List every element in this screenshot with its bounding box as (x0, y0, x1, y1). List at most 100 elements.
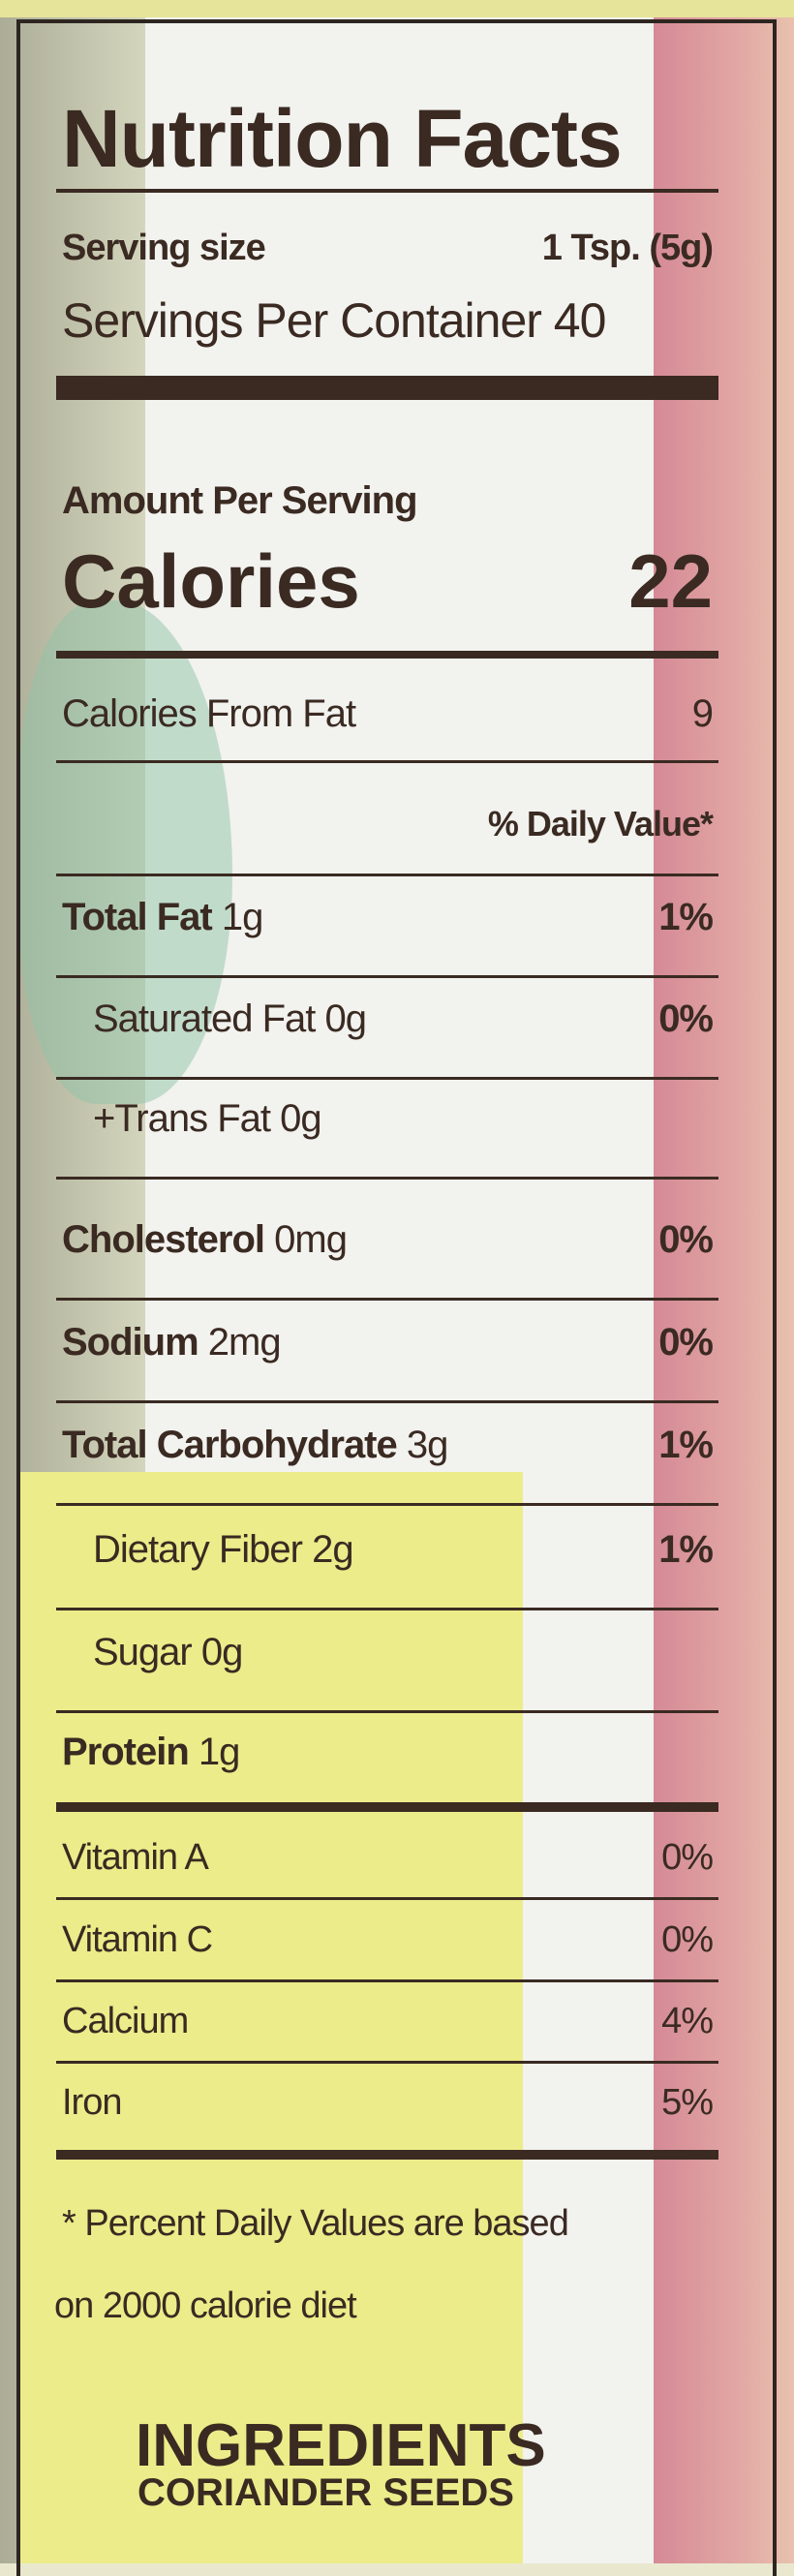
nutrient-amount: 3g (406, 1424, 448, 1466)
nutrient-amount: 0mg (274, 1218, 348, 1261)
divider (56, 1177, 718, 1180)
nutrient-row: Total Fat 1g 1% (62, 896, 714, 939)
nutrient-amount: 1g (221, 896, 263, 938)
nutrient-name: Total Fat (62, 896, 213, 938)
divider (56, 1608, 718, 1610)
nutrient-amount: 0g (324, 997, 367, 1040)
vitamin-name: Iron (62, 2082, 122, 2123)
divider (56, 1077, 718, 1080)
vitamin-row: Vitamin A 0% (62, 1837, 714, 1879)
nutrition-label-border (16, 19, 777, 2576)
nutrient-row: Total Carbohydrate 3g 1% (62, 1424, 714, 1467)
nutrient-name-amount: Cholesterol 0mg (62, 1218, 348, 1262)
thick-divider (56, 376, 718, 400)
nutrient-row: Sugar 0g (93, 1631, 713, 1674)
footnote-line-2: on 2000 calorie diet (54, 2285, 705, 2327)
divider (56, 975, 718, 978)
divider (56, 874, 718, 876)
nutrient-row: +Trans Fat 0g (93, 1097, 713, 1141)
nutrient-name-amount: Total Fat 1g (62, 896, 263, 939)
nutrient-amount: 2g (312, 1528, 353, 1571)
calories-from-fat-value: 9 (691, 692, 714, 735)
nutrient-name: Saturated Fat (93, 997, 316, 1040)
nutrient-name-amount: Saturated Fat 0g (93, 997, 367, 1041)
divider (56, 1503, 718, 1506)
nutrient-amount: 2mg (207, 1321, 282, 1364)
nutrient-name-amount: Dietary Fiber 2g (93, 1528, 354, 1572)
nutrient-name: Sugar (93, 1631, 193, 1673)
servings-per-container-text: Servings Per Container 40 (62, 293, 606, 348)
calories-value: 22 (628, 538, 713, 624)
nutrient-row: Dietary Fiber 2g 1% (93, 1528, 714, 1572)
title-text: Nutrition Facts (62, 93, 623, 184)
divider (56, 2061, 718, 2064)
ingredients-heading-text: INGREDIENTS (136, 2412, 546, 2479)
vitamin-name: Calcium (62, 2001, 189, 2041)
nutrient-name: Protein (62, 1731, 190, 1773)
nutrient-daily-value: 1% (658, 896, 714, 938)
thick-divider (56, 1802, 718, 1812)
divider (56, 1979, 718, 1982)
divider (56, 1710, 718, 1713)
serving-size-value: 1 Tsp. (5g) (541, 228, 714, 268)
amount-per-serving: Amount Per Serving (62, 479, 713, 523)
vitamin-row: Vitamin C 0% (62, 1919, 714, 1961)
nutrient-name-amount: Protein 1g (62, 1731, 240, 1774)
nutrient-name-amount: +Trans Fat 0g (93, 1097, 322, 1141)
daily-value-header-text: % Daily Value* (487, 804, 714, 843)
nutrient-name-amount: Sugar 0g (93, 1631, 243, 1674)
nutrient-name-amount: Sodium 2mg (62, 1321, 282, 1365)
vitamin-name: Vitamin C (62, 1919, 213, 1960)
nutrient-daily-value: 0% (658, 1218, 714, 1261)
ingredients-list: CORIANDER SEEDS (137, 2471, 514, 2515)
nutrient-daily-value: 0% (658, 997, 714, 1040)
serving-size-label: Serving size (62, 228, 266, 268)
thick-divider (56, 2150, 718, 2160)
nutrient-row: Sodium 2mg 0% (62, 1321, 714, 1365)
nutrient-row: Cholesterol 0mg 0% (62, 1218, 714, 1262)
amount-per-serving-text: Amount Per Serving (62, 479, 418, 522)
divider (56, 760, 718, 763)
divider (56, 1298, 718, 1301)
vitamin-name: Vitamin A (62, 1837, 209, 1878)
vitamin-daily-value: 4% (661, 2001, 714, 2041)
divider (56, 651, 718, 659)
background-yellow (19, 1472, 523, 2563)
vitamin-row: Iron 5% (62, 2082, 714, 2124)
nutrient-name-amount: Total Carbohydrate 3g (62, 1424, 448, 1467)
serving-size-row: Serving size 1 Tsp. (5g) (62, 228, 714, 269)
ingredients-heading: INGREDIENTS (136, 2411, 546, 2480)
background-top-yellow (0, 0, 794, 17)
title: Nutrition Facts (62, 92, 713, 186)
vitamin-daily-value: 0% (661, 1919, 714, 1960)
background-pink (654, 0, 794, 2563)
calories-from-fat-label: Calories From Fat (62, 692, 356, 735)
nutrient-name: Cholesterol (62, 1218, 265, 1261)
footnote-text-2: on 2000 calorie diet (54, 2285, 357, 2326)
divider (56, 1400, 718, 1403)
nutrient-amount: 0g (280, 1097, 321, 1140)
divider (56, 189, 718, 193)
nutrient-name: Total Carbohydrate (62, 1424, 398, 1466)
footnote-line-1: * Percent Daily Values are based (62, 2203, 713, 2245)
nutrient-daily-value: 1% (658, 1424, 714, 1466)
nutrient-daily-value: 0% (658, 1321, 714, 1364)
nutrient-name: Sodium (62, 1321, 199, 1364)
vitamin-daily-value: 0% (661, 1837, 714, 1878)
footnote-text-1: * Percent Daily Values are based (62, 2203, 569, 2244)
nutrient-amount: 0g (200, 1631, 243, 1673)
background-green-swoosh (19, 600, 232, 1104)
nutrient-name: +Trans Fat (93, 1097, 271, 1140)
divider (56, 1897, 718, 1900)
ingredients-text: CORIANDER SEEDS (137, 2471, 514, 2514)
vitamin-daily-value: 5% (661, 2082, 714, 2123)
calories-label: Calories (62, 538, 360, 624)
calories-row: Calories 22 (62, 537, 713, 626)
nutrient-name: Dietary Fiber (93, 1528, 303, 1571)
daily-value-header: % Daily Value* (62, 804, 714, 844)
nutrient-row: Saturated Fat 0g 0% (93, 997, 714, 1041)
nutrient-daily-value: 1% (658, 1528, 714, 1571)
nutrient-amount: 1g (198, 1731, 240, 1773)
vitamin-row: Calcium 4% (62, 2001, 714, 2042)
nutrient-row: Protein 1g (62, 1731, 713, 1774)
